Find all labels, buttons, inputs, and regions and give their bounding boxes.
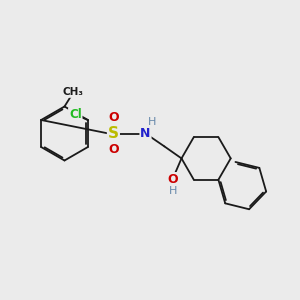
Text: O: O	[167, 173, 178, 186]
Text: N: N	[140, 127, 151, 140]
Text: S: S	[108, 126, 119, 141]
Text: H: H	[169, 186, 177, 196]
Text: CH₃: CH₃	[63, 87, 84, 97]
Text: O: O	[108, 111, 119, 124]
Text: Cl: Cl	[69, 108, 82, 121]
Text: H: H	[148, 117, 156, 127]
Text: O: O	[108, 142, 119, 156]
